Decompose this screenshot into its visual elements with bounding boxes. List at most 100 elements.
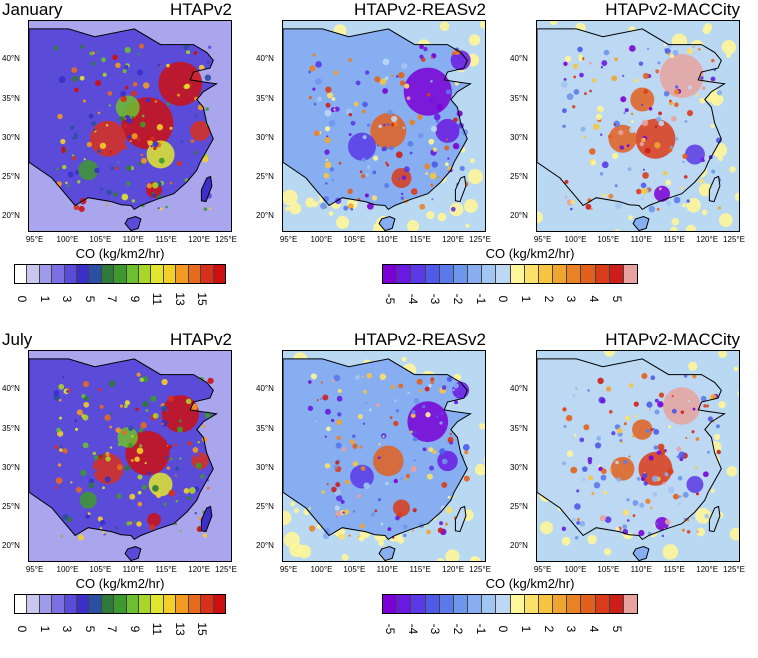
grid-cell (313, 130, 320, 137)
grid-cell (445, 522, 449, 526)
grid-cell (454, 400, 459, 405)
grid-cell (350, 207, 354, 211)
grid-cell (361, 109, 366, 114)
grid-cell (429, 465, 435, 471)
grid-cell (152, 484, 159, 492)
grid-cell (77, 180, 81, 184)
grid-cell (385, 482, 389, 486)
grid-cell (136, 372, 141, 377)
emission-hotspot (638, 451, 673, 486)
colorbar-swatch (581, 595, 596, 613)
grid-cell (401, 175, 407, 180)
grid-cell (564, 179, 569, 184)
grid-cell (422, 447, 427, 452)
grid-cell (692, 407, 696, 411)
grid-cell (406, 482, 413, 489)
grid-cell (324, 149, 330, 155)
map-speckle (406, 220, 420, 231)
grid-cell (56, 427, 61, 433)
grid-cell (580, 126, 586, 132)
grid-cell (329, 167, 335, 172)
grid-cell (131, 133, 138, 140)
grid-cell (124, 85, 129, 90)
grid-cell (181, 105, 187, 111)
grid-cell (114, 166, 119, 171)
grid-cell (167, 444, 172, 450)
grid-cell (186, 496, 190, 500)
grid-cell (464, 450, 469, 455)
grid-cell (150, 136, 155, 141)
grid-cell (656, 450, 662, 456)
grid-cell (657, 443, 665, 451)
grid-cell (93, 455, 99, 461)
grid-cell (400, 196, 404, 200)
grid-cell (324, 528, 331, 535)
grid-cell (120, 91, 126, 97)
grid-cell (579, 437, 585, 443)
colorbar-swatch (126, 595, 140, 613)
grid-cell (570, 466, 578, 474)
hainan-island (632, 215, 650, 231)
grid-cell (113, 192, 118, 197)
colorbar-swatch (567, 595, 582, 613)
grid-cell (365, 173, 369, 177)
season-label: January (2, 0, 63, 19)
grid-cell (700, 76, 704, 80)
grid-cell (355, 374, 360, 380)
grid-cell (380, 522, 384, 526)
grid-cell (603, 49, 610, 56)
map-speckle (469, 556, 481, 561)
grid-cell (161, 378, 168, 386)
grid-cell (572, 105, 576, 109)
lon-tick-label: 110°E (376, 565, 398, 574)
grid-cell (393, 478, 398, 484)
lon-tick-label: 120°E (188, 565, 211, 574)
map-speckle (289, 202, 302, 215)
grid-cell (136, 521, 142, 527)
map-speckle (468, 34, 481, 46)
map-speckle (726, 52, 732, 59)
grid-cell (360, 174, 366, 179)
grid-cell (365, 402, 368, 405)
grid-cell (424, 163, 431, 170)
colorbar-swatch (383, 265, 398, 283)
grid-cell (425, 172, 428, 175)
grid-cell (699, 97, 706, 104)
grid-cell (130, 458, 134, 463)
grid-cell (713, 433, 721, 441)
grid-cell (180, 140, 184, 143)
grid-cell (655, 69, 660, 74)
grid-cell (395, 151, 403, 159)
grid-cell (561, 135, 567, 140)
map-speckle (465, 223, 470, 228)
grid-cell (166, 63, 170, 68)
grid-cell (129, 493, 136, 500)
grid-cell (673, 89, 680, 95)
map-speckle (686, 197, 701, 213)
grid-cell (371, 195, 378, 201)
lon-tick-label: 125°E (723, 235, 745, 244)
grid-cell (641, 119, 649, 127)
grid-cell (648, 205, 656, 213)
colorbar-swatch (64, 595, 78, 613)
grid-cell (344, 479, 350, 485)
grid-cell (107, 507, 113, 513)
grid-cell (104, 414, 111, 421)
emission-hotspot (161, 395, 200, 433)
grid-cell (88, 478, 94, 484)
grid-cell (707, 416, 713, 422)
grid-cell (680, 495, 683, 498)
grid-cell (197, 441, 200, 444)
lon-tick-label: 105°E (343, 235, 366, 244)
colorbar-swatch (114, 265, 127, 283)
grid-cell (395, 515, 400, 521)
grid-cell (358, 536, 365, 542)
grid-cell (642, 168, 646, 171)
map-speckle (449, 202, 464, 217)
colorbar-swatch (52, 595, 65, 613)
grid-cell (626, 70, 632, 76)
colorbar-swatch (538, 595, 554, 613)
grid-cell (446, 138, 449, 141)
grid-cell (431, 161, 438, 168)
grid-cell (622, 74, 625, 77)
